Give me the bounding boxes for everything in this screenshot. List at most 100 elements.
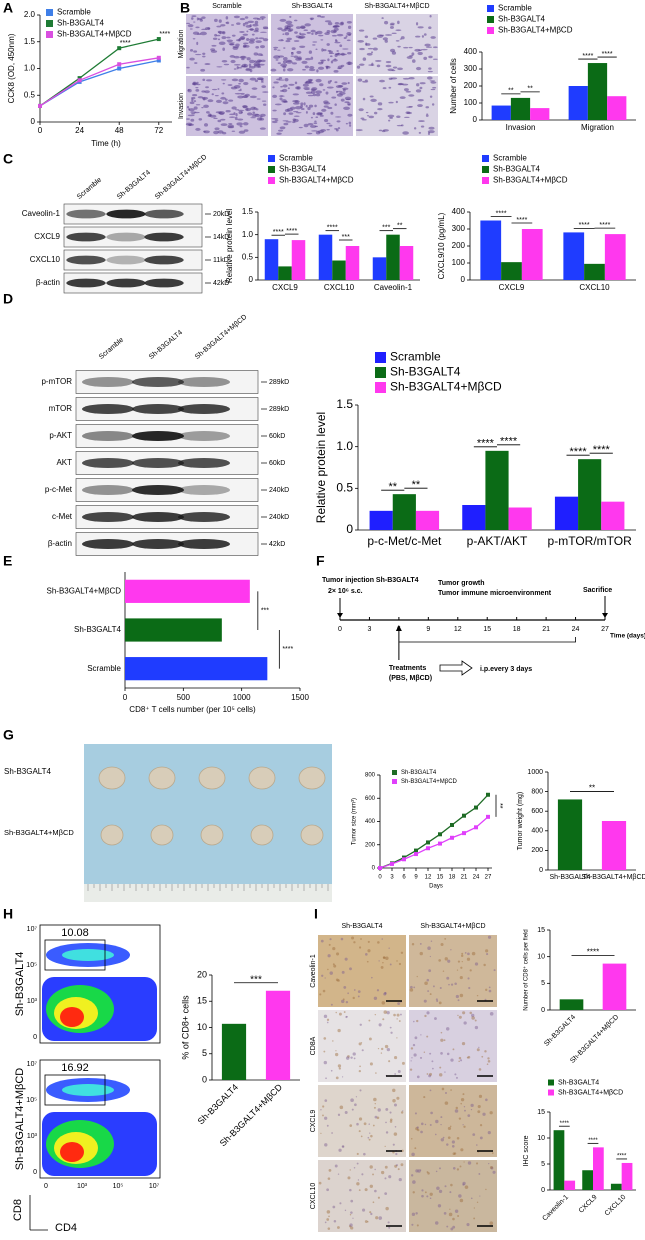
cell-stain bbox=[287, 87, 290, 90]
ihc-stain bbox=[434, 1221, 439, 1225]
blot-band bbox=[178, 403, 230, 415]
cell-stain bbox=[426, 76, 433, 80]
cell-stain bbox=[381, 17, 384, 20]
cell-stain bbox=[301, 60, 308, 64]
ihc-stain bbox=[396, 960, 398, 962]
cell-stain bbox=[203, 123, 209, 127]
ihc-stain bbox=[392, 1088, 396, 1093]
cell-stain bbox=[273, 81, 279, 84]
cell-stain bbox=[385, 34, 393, 36]
cell-stain bbox=[305, 57, 312, 61]
y-axis-label: Tumor size (mm³) bbox=[352, 798, 358, 845]
cell-stain bbox=[324, 20, 332, 23]
legend-label: Sh-B3GALT4 bbox=[279, 165, 327, 174]
blot-frame bbox=[63, 226, 203, 248]
cell-stain bbox=[324, 32, 330, 36]
cell-stain bbox=[240, 35, 246, 40]
ihc-stain bbox=[451, 1144, 455, 1148]
cell-stain bbox=[339, 91, 346, 95]
timeline-tick-label: 27 bbox=[601, 626, 609, 633]
ihc-stain bbox=[380, 1052, 383, 1054]
cell-stain bbox=[415, 35, 421, 38]
y-axis-label: Number of cells bbox=[449, 58, 458, 114]
ihc-stain bbox=[424, 981, 428, 986]
y-tick-label: 1.0 bbox=[24, 64, 36, 73]
ihc-stain bbox=[364, 1220, 368, 1223]
cell-stain bbox=[310, 18, 313, 21]
series-line bbox=[39, 38, 159, 107]
x-tick-label: 6 bbox=[402, 875, 406, 881]
cell-stain bbox=[335, 38, 338, 43]
row-label: Sh-B3GALT4+MβCD bbox=[14, 1068, 26, 1170]
x-tick-label: CXCL9 bbox=[272, 283, 298, 292]
ihc-stain bbox=[416, 1075, 420, 1079]
cell-stain bbox=[429, 95, 433, 98]
ihc-stain bbox=[429, 993, 432, 995]
ihc-stain bbox=[368, 1138, 371, 1141]
x-tick-label: 1500 bbox=[291, 693, 309, 702]
bar bbox=[578, 459, 602, 530]
cell-stain bbox=[366, 52, 373, 56]
ihc-stain bbox=[415, 1212, 418, 1215]
cell-stain bbox=[204, 63, 211, 66]
ihc-stain bbox=[466, 1056, 469, 1059]
cell-stain bbox=[193, 21, 196, 23]
panel-label: E bbox=[3, 553, 12, 569]
blot-row-label: β-actin bbox=[36, 278, 60, 287]
column-header: Sh-B3GALT4 bbox=[148, 329, 184, 361]
cell-stain bbox=[262, 103, 267, 106]
bar bbox=[563, 232, 585, 280]
cell-stain bbox=[332, 25, 340, 28]
cell-stain bbox=[218, 19, 222, 23]
significance: **** bbox=[159, 31, 170, 38]
ihc-stain bbox=[476, 994, 479, 997]
ihc-stain bbox=[467, 1114, 471, 1118]
cell-stain bbox=[260, 78, 264, 82]
series-line bbox=[39, 59, 159, 107]
ihc-stain bbox=[328, 1215, 330, 1218]
blot-row-label: Caveolin-1 bbox=[22, 209, 61, 218]
ihc-stain bbox=[372, 1201, 375, 1204]
ihc-stain bbox=[439, 1073, 443, 1077]
ihc-stain bbox=[412, 1180, 416, 1184]
x-tick-label: Caveolin-1 bbox=[374, 283, 413, 292]
ihc-stain bbox=[350, 1056, 353, 1059]
cell-stain bbox=[346, 39, 351, 42]
cell-stain bbox=[238, 82, 241, 85]
ihc-stain bbox=[360, 938, 362, 940]
ihc-stain bbox=[436, 1000, 439, 1002]
ihc-stain bbox=[337, 979, 340, 982]
cell-stain bbox=[262, 38, 269, 42]
cell-stain bbox=[192, 94, 198, 97]
legend-swatch bbox=[487, 16, 494, 23]
blot-row-label: CXCL10 bbox=[30, 255, 61, 264]
panel-label: C bbox=[3, 151, 13, 167]
ihc-image bbox=[409, 1085, 497, 1157]
cell-stain bbox=[332, 59, 338, 62]
cell-stain bbox=[314, 120, 317, 123]
cell-stain bbox=[307, 94, 314, 97]
significance: ** bbox=[496, 803, 503, 809]
ihc-stain bbox=[393, 1132, 398, 1136]
y-axis-label: Number of CD8⁺ cells per field bbox=[523, 929, 530, 1011]
legend-swatch bbox=[46, 31, 53, 38]
flow-tick: 10⁵ bbox=[26, 1097, 37, 1104]
ihc-stain bbox=[485, 1098, 488, 1102]
ihc-stain bbox=[394, 1073, 397, 1075]
cell-stain bbox=[221, 79, 227, 81]
ihc-stain bbox=[474, 1025, 479, 1030]
cell-stain bbox=[303, 29, 308, 32]
x-tick-label: Invasion bbox=[506, 123, 536, 132]
ihc-stain bbox=[385, 1206, 389, 1211]
y-tick-label: 200 bbox=[452, 241, 466, 250]
cell-stain bbox=[243, 42, 249, 45]
cell-stain bbox=[295, 86, 300, 90]
cell-stain bbox=[395, 29, 402, 32]
legend-swatch bbox=[268, 155, 275, 162]
cell-stain bbox=[323, 105, 329, 108]
ihc-stain bbox=[323, 1050, 326, 1053]
bar bbox=[480, 220, 502, 280]
cell-stain bbox=[347, 52, 352, 55]
ihc-stain bbox=[349, 1124, 353, 1127]
cell-stain bbox=[274, 119, 279, 122]
